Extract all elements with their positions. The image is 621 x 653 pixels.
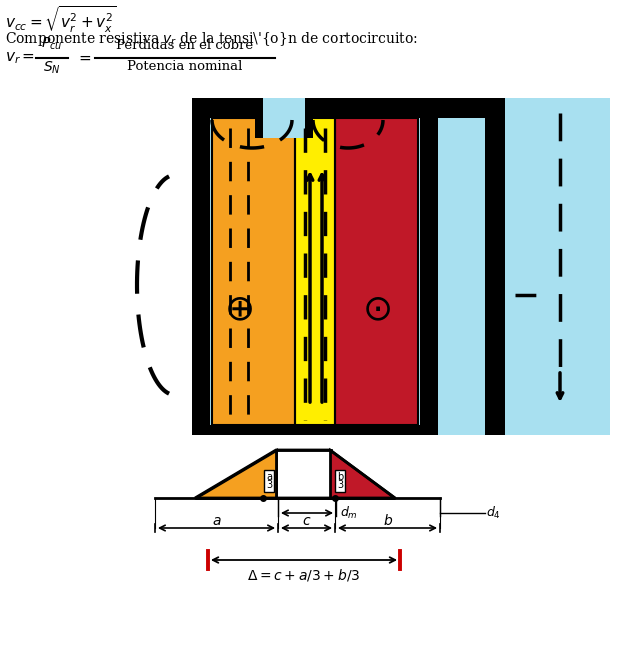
Text: Pérdidas en el cobre: Pérdidas en el cobre: [117, 39, 253, 52]
Bar: [190, 98, 610, 435]
Text: $v_r =$: $v_r =$: [5, 50, 35, 66]
Polygon shape: [195, 450, 276, 498]
Bar: [212, 118, 295, 425]
Text: $=$: $=$: [76, 51, 92, 65]
Bar: [276, 450, 331, 498]
Bar: [335, 118, 418, 425]
Bar: [255, 98, 263, 138]
Text: c: c: [302, 514, 310, 528]
Bar: [212, 118, 295, 425]
Text: $\odot$: $\odot$: [362, 293, 391, 327]
Bar: [438, 98, 485, 118]
Text: a: a: [212, 514, 220, 528]
Text: Componente resistiva $v_r$ de la tensi\'{o}n de cortocircuito:: Componente resistiva $v_r$ de la tensi\'…: [5, 30, 418, 48]
Bar: [192, 425, 438, 435]
Text: b: b: [383, 514, 392, 528]
Bar: [95, 98, 195, 435]
Polygon shape: [330, 450, 395, 498]
Text: Potencia nominal: Potencia nominal: [127, 60, 243, 73]
Text: $d_m$: $d_m$: [340, 505, 358, 521]
Bar: [305, 98, 313, 138]
Text: $\Delta = c + a/3 + b/3$: $\Delta = c + a/3 + b/3$: [247, 567, 361, 583]
Text: $P_{cu}$: $P_{cu}$: [41, 36, 63, 52]
Bar: [485, 98, 505, 435]
Text: $S_N$: $S_N$: [43, 60, 61, 76]
Text: a
3: a 3: [266, 471, 272, 490]
Bar: [192, 98, 438, 118]
Bar: [335, 118, 418, 425]
Bar: [192, 98, 210, 435]
Bar: [420, 98, 438, 435]
Text: b
3: b 3: [337, 471, 343, 490]
Text: $v_{cc} = \sqrt{v_r^2 + v_x^2}$: $v_{cc} = \sqrt{v_r^2 + v_x^2}$: [5, 5, 117, 35]
Bar: [295, 118, 335, 425]
Bar: [295, 118, 335, 425]
Bar: [263, 98, 305, 138]
Text: $\oplus$: $\oplus$: [224, 293, 253, 327]
Text: $d_4$: $d_4$: [486, 505, 501, 521]
